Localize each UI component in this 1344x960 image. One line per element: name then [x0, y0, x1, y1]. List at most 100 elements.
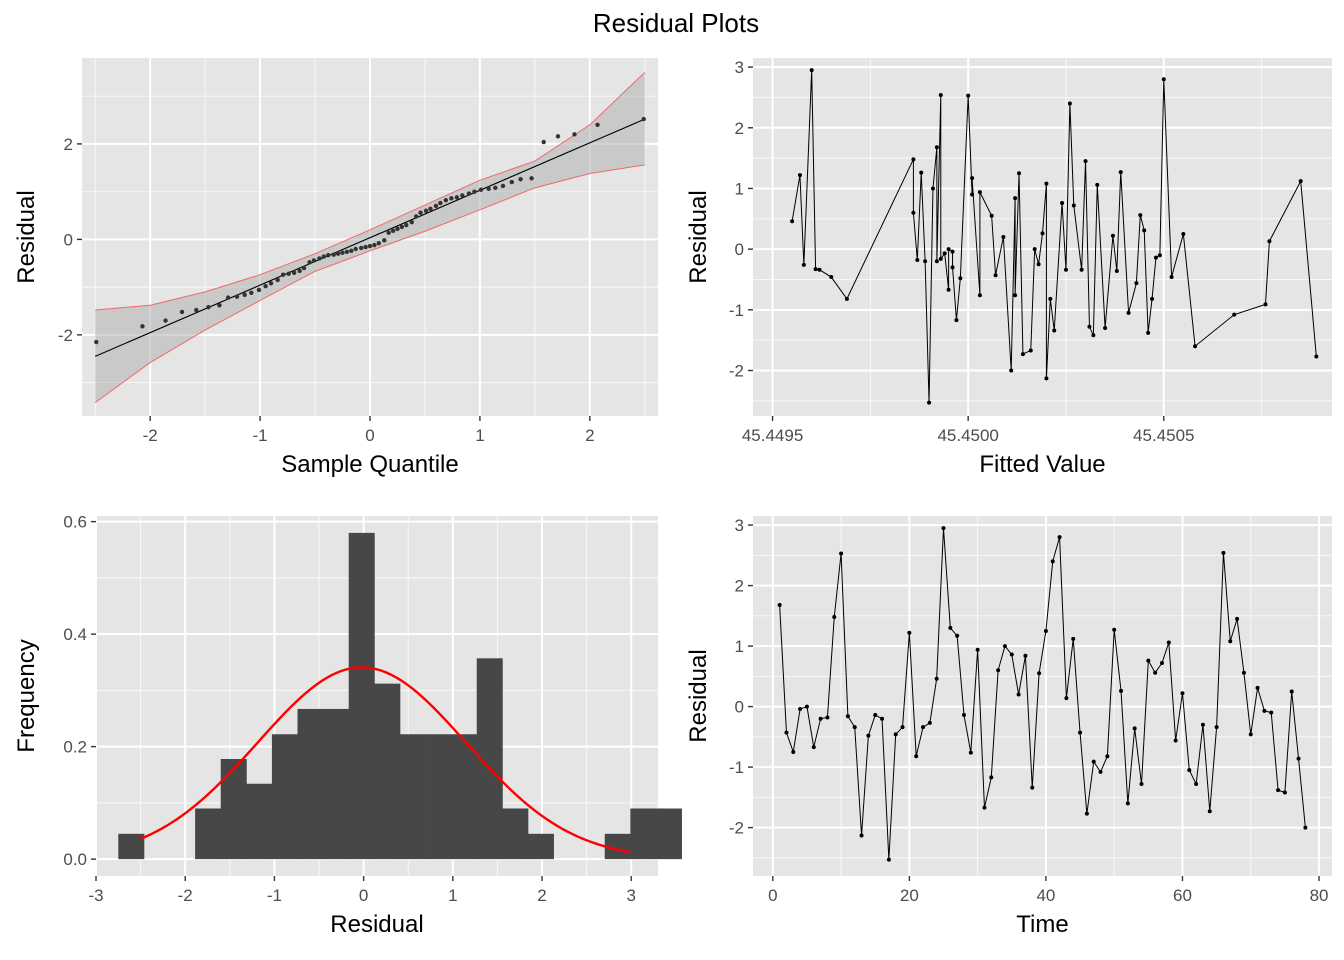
fitted-point	[1048, 296, 1053, 301]
residual-vs-time-panel: 0 20 40 60 80 -2 -1 0 1 2 3 Time Residual	[685, 516, 1332, 938]
time-point	[1173, 738, 1178, 743]
x-tick-label: 40	[1036, 886, 1055, 905]
qq-point	[409, 220, 414, 225]
fitted-point	[1083, 159, 1088, 164]
histogram-bar	[527, 833, 554, 860]
qq-point	[433, 203, 439, 209]
qq-point	[340, 250, 345, 255]
time-point	[859, 833, 864, 838]
x-tick-label: 45.4500	[937, 426, 998, 445]
fitted-point	[1036, 262, 1041, 267]
time-point	[1214, 725, 1219, 730]
qq-point	[242, 292, 247, 297]
time-point	[1139, 782, 1144, 787]
x-tick-label: -1	[267, 886, 282, 905]
time-point	[1187, 768, 1192, 773]
fitted-point	[1091, 333, 1096, 338]
qq-point	[311, 258, 317, 263]
qq-point	[363, 244, 368, 250]
histogram-bar	[271, 734, 298, 860]
fitted-point	[915, 258, 920, 263]
confidence-band-lower	[94, 164, 645, 404]
time-point	[975, 647, 980, 652]
fitted-point	[1032, 247, 1037, 252]
qq-point	[386, 230, 391, 235]
time-point	[934, 676, 939, 681]
y-tick-label: -1	[729, 758, 744, 777]
fitted-point	[1052, 328, 1057, 333]
fitted-point	[927, 400, 932, 405]
time-point	[1043, 628, 1048, 633]
fitted-point	[923, 259, 928, 264]
qq-point	[268, 281, 274, 286]
histogram-bar	[118, 833, 145, 860]
fitted-point	[829, 275, 834, 280]
fitted-point	[790, 219, 795, 224]
qq-point	[234, 294, 240, 299]
qq-point	[438, 200, 443, 206]
fitted-point	[1126, 310, 1131, 315]
y-tick-label: -1	[729, 301, 744, 320]
time-point	[948, 625, 953, 630]
time-point	[1262, 708, 1267, 713]
time-point	[1200, 722, 1205, 727]
fitted-point	[958, 276, 963, 281]
x-axis-title: Fitted Value	[979, 451, 1105, 478]
histogram-bar	[655, 808, 682, 860]
qq-point	[418, 210, 423, 215]
fitted-point	[970, 192, 975, 197]
time-point	[804, 704, 809, 709]
fitted-point	[1028, 348, 1033, 353]
qq-point	[572, 132, 577, 137]
time-point	[1207, 809, 1212, 814]
qq-point	[326, 252, 331, 258]
fitted-point	[954, 318, 959, 323]
fitted-point	[1110, 233, 1115, 238]
residual-histogram-panel: -3 -2 -1 0 1 2 3 0.0 0.2 0.4 0.6 Residual Frequency	[13, 513, 682, 938]
time-point	[886, 857, 891, 862]
fitted-point	[938, 256, 943, 261]
fitted-point	[989, 213, 994, 218]
y-tick-label: 2	[735, 119, 744, 138]
time-point	[1112, 627, 1117, 632]
fitted-point	[1067, 101, 1072, 106]
fitted-point	[1020, 352, 1025, 357]
qq-point	[275, 277, 280, 283]
fitted-point	[1150, 296, 1155, 301]
time-point	[1119, 688, 1124, 693]
fitted-point	[1169, 275, 1174, 280]
x-tick-label: 45.4505	[1133, 426, 1194, 445]
fitted-point	[1193, 344, 1198, 349]
time-point	[791, 749, 796, 754]
qq-point	[541, 139, 546, 145]
fitted-point	[1157, 253, 1162, 258]
y-axis-title: Frequency	[13, 639, 40, 752]
qq-point	[163, 318, 168, 323]
time-point	[818, 716, 823, 721]
qq-point	[331, 252, 336, 257]
time-point	[832, 615, 837, 620]
time-point	[1030, 785, 1035, 790]
qq-point	[423, 208, 429, 213]
normal-density-curve	[140, 666, 630, 854]
time-point	[880, 716, 885, 721]
histogram-bar	[630, 808, 657, 860]
time-point	[1084, 811, 1089, 816]
y-tick-label: 0.6	[63, 513, 87, 532]
time-point	[866, 733, 871, 738]
y-tick-label: 2	[735, 577, 744, 596]
fitted-point	[817, 267, 822, 272]
time-point	[893, 732, 898, 737]
time-point	[1105, 754, 1110, 759]
x-axis-title: Time	[1016, 911, 1068, 938]
qq-point	[472, 189, 477, 194]
fitted-point	[919, 170, 924, 175]
qq-point	[194, 307, 199, 313]
fitted-point	[1044, 181, 1049, 186]
time-point	[1159, 661, 1164, 666]
fitted-point	[1044, 376, 1049, 381]
qq-point	[529, 176, 534, 181]
x-tick-label: -2	[178, 886, 193, 905]
time-point	[1057, 535, 1062, 540]
time-point	[1125, 801, 1130, 806]
